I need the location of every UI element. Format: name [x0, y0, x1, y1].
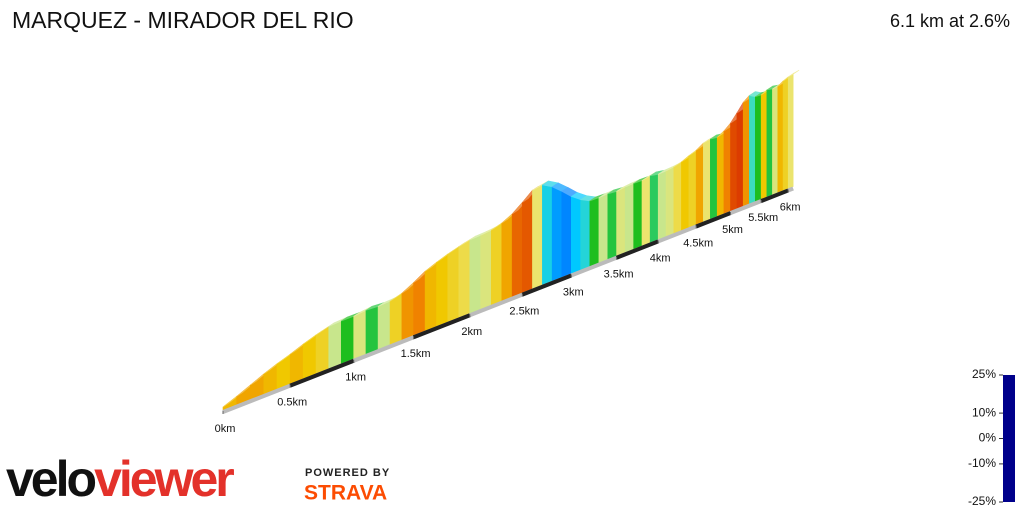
colorbar	[1003, 375, 1015, 502]
x-tick-label: 1.5km	[401, 348, 431, 360]
gradient-segment	[532, 184, 543, 290]
gradient-segment	[401, 281, 414, 341]
x-tick-label: 3.5km	[604, 269, 634, 281]
gradient-segment	[755, 94, 762, 202]
colorbar-tick-label: 0%	[979, 431, 997, 445]
gradient-segment	[673, 161, 682, 234]
gradient-segment	[389, 292, 403, 345]
gradient-segment	[424, 261, 437, 332]
gradient-segment	[710, 137, 718, 220]
x-tick-label: 3km	[563, 286, 584, 298]
gradient-segment	[589, 197, 600, 267]
gradient-segment	[542, 184, 553, 286]
gradient-segment	[522, 189, 533, 294]
gradient-segment	[480, 229, 492, 310]
gradient-segment	[777, 80, 784, 193]
chart-title: MARQUEZ - MIRADOR DEL RIO	[12, 7, 354, 33]
gradient-segment	[469, 234, 481, 314]
gradient-segment	[695, 142, 704, 225]
gradient-segment	[688, 149, 697, 228]
x-axis-band	[412, 313, 471, 340]
x-tick-label: 4.5km	[683, 237, 713, 249]
gradient-segment	[649, 173, 659, 243]
gradient-segment	[551, 186, 563, 282]
gradient-segment	[598, 193, 609, 264]
logo-part2: viewer	[94, 451, 234, 507]
gradient-segment	[703, 138, 711, 223]
x-tick-label: 4km	[650, 252, 671, 264]
gradient-segment	[340, 315, 355, 365]
gradient-segment	[736, 101, 744, 209]
logo-part1: velo	[6, 451, 96, 507]
gradient-segment	[766, 88, 773, 198]
gradient-segment	[447, 246, 460, 323]
gradient-segment	[365, 306, 379, 355]
gradient-segment	[436, 253, 449, 327]
gradient-segment	[716, 130, 725, 217]
x-tick-label: 0km	[215, 423, 236, 435]
x-tick-label: 0.5km	[277, 397, 307, 409]
x-tick-label: 2.5km	[509, 306, 539, 318]
x-tick-label: 2km	[461, 326, 482, 338]
gradient-segment-top	[788, 69, 800, 78]
x-tick-label: 6km	[780, 201, 801, 213]
x-tick-label: 5km	[722, 224, 743, 236]
gradient-segment	[501, 213, 513, 302]
gradient-segment	[624, 183, 634, 253]
gradient-segment	[787, 73, 794, 189]
gradient-segment	[490, 222, 503, 306]
colorbar-tick-label: 10%	[972, 405, 996, 419]
gradient-segment	[633, 180, 643, 250]
x-axis-band	[760, 188, 789, 203]
x-tick-label: 5.5km	[748, 212, 778, 224]
x-axis-band	[615, 239, 659, 260]
x-axis-band	[521, 273, 573, 297]
gradient-segment	[730, 112, 738, 212]
gradient-segment	[772, 85, 779, 196]
chart-subtitle: 6.1 km at 2.6%	[890, 11, 1010, 31]
gradient-segment	[616, 186, 626, 257]
gradient-segment	[458, 239, 471, 318]
x-tick-label: 1km	[345, 372, 366, 384]
gradient-segment	[511, 201, 523, 298]
gradient-segment	[681, 155, 690, 231]
gradient-segment	[657, 170, 667, 240]
logo-velo: veloviewer	[6, 451, 234, 507]
gradient-segment	[760, 89, 768, 200]
colorbar-tick-label: 25%	[972, 367, 996, 381]
logo: veloviewer POWERED BY STRAVA	[6, 451, 390, 507]
gradient-segment	[665, 166, 675, 237]
x-axis-band	[289, 358, 355, 388]
gradient-segment	[561, 190, 572, 278]
gradient-segment	[607, 191, 617, 260]
gradient-segment	[580, 199, 591, 271]
gradient-segment	[782, 76, 789, 191]
gradient-segment	[723, 122, 731, 215]
gradient-segment	[641, 175, 651, 247]
gradient-segment	[377, 300, 391, 350]
gradient-segment	[353, 309, 367, 360]
colorbar-tick-label: -25%	[968, 494, 996, 508]
gradient-segment	[570, 196, 581, 274]
gradient-segment	[742, 94, 750, 207]
gradient-segment	[749, 95, 756, 205]
gradient-segment	[328, 320, 342, 369]
strava: STRAVA	[304, 482, 387, 505]
gradient-segment	[302, 334, 317, 380]
colorbar-tick-label: -10%	[968, 456, 996, 470]
powered-by: POWERED BY	[305, 467, 390, 479]
x-axis-band	[695, 211, 732, 229]
